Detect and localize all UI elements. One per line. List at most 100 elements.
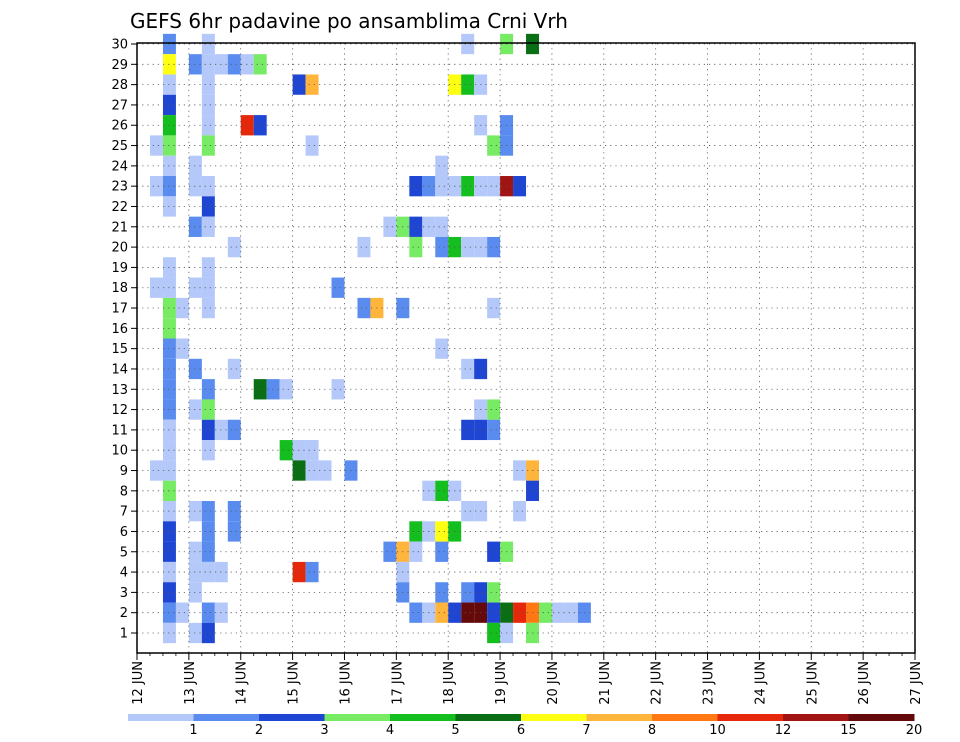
heatmap-cell	[175, 297, 189, 319]
heatmap-cell	[162, 500, 176, 522]
heatmap-cell	[487, 419, 501, 441]
heatmap-cell	[513, 500, 527, 522]
y-tick-label: 20	[111, 241, 128, 256]
heatmap-cell	[305, 561, 319, 583]
heatmap-cell	[162, 561, 176, 583]
heatmap-cell	[409, 236, 423, 258]
heatmap-cell	[253, 115, 267, 136]
heatmap-cell	[409, 521, 423, 542]
heatmap-cell	[331, 277, 345, 298]
heatmap-cell	[201, 54, 215, 75]
heatmap-cell	[162, 521, 176, 542]
y-tick-label: 5	[120, 545, 128, 560]
heatmap-cell	[487, 135, 501, 156]
heatmap-cell	[331, 379, 345, 400]
heatmap-cell	[435, 338, 449, 359]
heatmap-cell	[162, 33, 176, 55]
heatmap-cell	[461, 500, 475, 522]
heatmap-cell	[201, 379, 215, 400]
legend-color-box	[652, 714, 718, 721]
y-tick-label: 12	[111, 403, 128, 418]
x-tick-label: 12 JUN	[131, 661, 146, 705]
color-legend: 1 2 3 4 5 6 7 8 10 12 15 20	[128, 714, 922, 738]
heatmap-cell	[227, 521, 241, 542]
heatmap-cell	[201, 74, 215, 95]
heatmap-cell	[461, 602, 475, 623]
heatmap-cell	[409, 176, 423, 197]
heatmap-cell	[305, 135, 319, 156]
y-tick-label: 14	[111, 362, 128, 377]
heatmap-cell	[201, 196, 215, 217]
x-tick-label: 19 JUN	[494, 661, 509, 705]
heatmap-cell	[201, 297, 215, 319]
heatmap-cell	[162, 358, 176, 380]
heatmap-cell	[357, 236, 371, 258]
heatmap-cell	[162, 257, 176, 278]
x-tick-label: 24 JUN	[753, 661, 768, 705]
legend-color-box	[521, 714, 587, 721]
heatmap-cell	[435, 480, 449, 501]
heatmap-cell	[305, 440, 319, 461]
y-tick-label: 29	[111, 58, 128, 73]
legend-tick-label: 3	[320, 723, 328, 738]
y-tick-label: 15	[111, 342, 128, 357]
x-tick-label: 15 JUN	[287, 661, 302, 705]
legend-color-box	[717, 714, 784, 721]
heatmap-cell	[201, 602, 215, 623]
y-tick-label: 23	[111, 180, 128, 195]
y-tick-label: 6	[120, 525, 128, 540]
heatmap-cell	[383, 541, 397, 562]
heatmap-cell	[435, 602, 449, 623]
heatmap-cell	[201, 257, 215, 278]
y-tick-label: 26	[111, 119, 128, 134]
y-tick-label: 4	[120, 566, 128, 581]
legend-color-box	[586, 714, 653, 721]
heatmap-cell	[487, 297, 501, 319]
heatmap-cell	[409, 216, 423, 237]
heatmap-cell	[175, 602, 189, 623]
legend-color-box	[128, 714, 194, 721]
x-tick-label: 21 JUN	[598, 661, 613, 705]
heatmap-cell	[162, 480, 176, 501]
heatmap-cell	[162, 297, 176, 319]
heatmap-cell	[227, 54, 241, 75]
x-tick-label: 20 JUN	[546, 661, 561, 705]
heatmap-cell	[435, 155, 449, 177]
heatmap-cell	[227, 358, 241, 380]
y-axis: 1234567891011121314151617181920212223242…	[111, 38, 137, 642]
heatmap-cell	[201, 216, 215, 237]
heatmap-cell	[162, 419, 176, 441]
heatmap-cell	[201, 541, 215, 562]
y-tick-label: 21	[111, 220, 128, 235]
x-tick-label: 22 JUN	[650, 661, 665, 705]
legend-tick-label: 20	[906, 723, 923, 738]
legend-tick-label: 12	[775, 723, 792, 738]
heatmap-cell	[227, 419, 241, 441]
heatmap-cell	[162, 582, 176, 603]
heatmap-cell	[162, 155, 176, 177]
heatmap-cell	[162, 399, 176, 420]
legend-tick-label: 1	[189, 723, 197, 738]
x-tick-label: 25 JUN	[805, 661, 820, 705]
heatmap-cell	[305, 460, 319, 481]
x-tick-label: 17 JUN	[390, 661, 405, 705]
legend-color-box	[390, 714, 456, 721]
legend-tick-label: 2	[255, 723, 263, 738]
heatmap-cell	[162, 74, 176, 95]
heatmap-cell	[162, 602, 176, 623]
heatmap-cell	[162, 54, 176, 75]
y-tick-label: 30	[111, 38, 128, 53]
heatmap-cell	[461, 33, 475, 55]
heatmap-cell	[409, 602, 423, 623]
y-tick-label: 2	[120, 606, 128, 621]
x-tick-label: 26 JUN	[857, 661, 872, 705]
heatmap-cell	[201, 277, 215, 298]
heatmap-cell	[435, 541, 449, 562]
heatmap-cell	[564, 602, 578, 623]
heatmap-cell	[487, 622, 501, 644]
heatmap-cell	[253, 379, 267, 400]
heatmap-cell	[162, 440, 176, 461]
y-tick-label: 28	[111, 78, 128, 93]
heatmap-cell	[201, 500, 215, 522]
heatmap-cell	[175, 338, 189, 359]
